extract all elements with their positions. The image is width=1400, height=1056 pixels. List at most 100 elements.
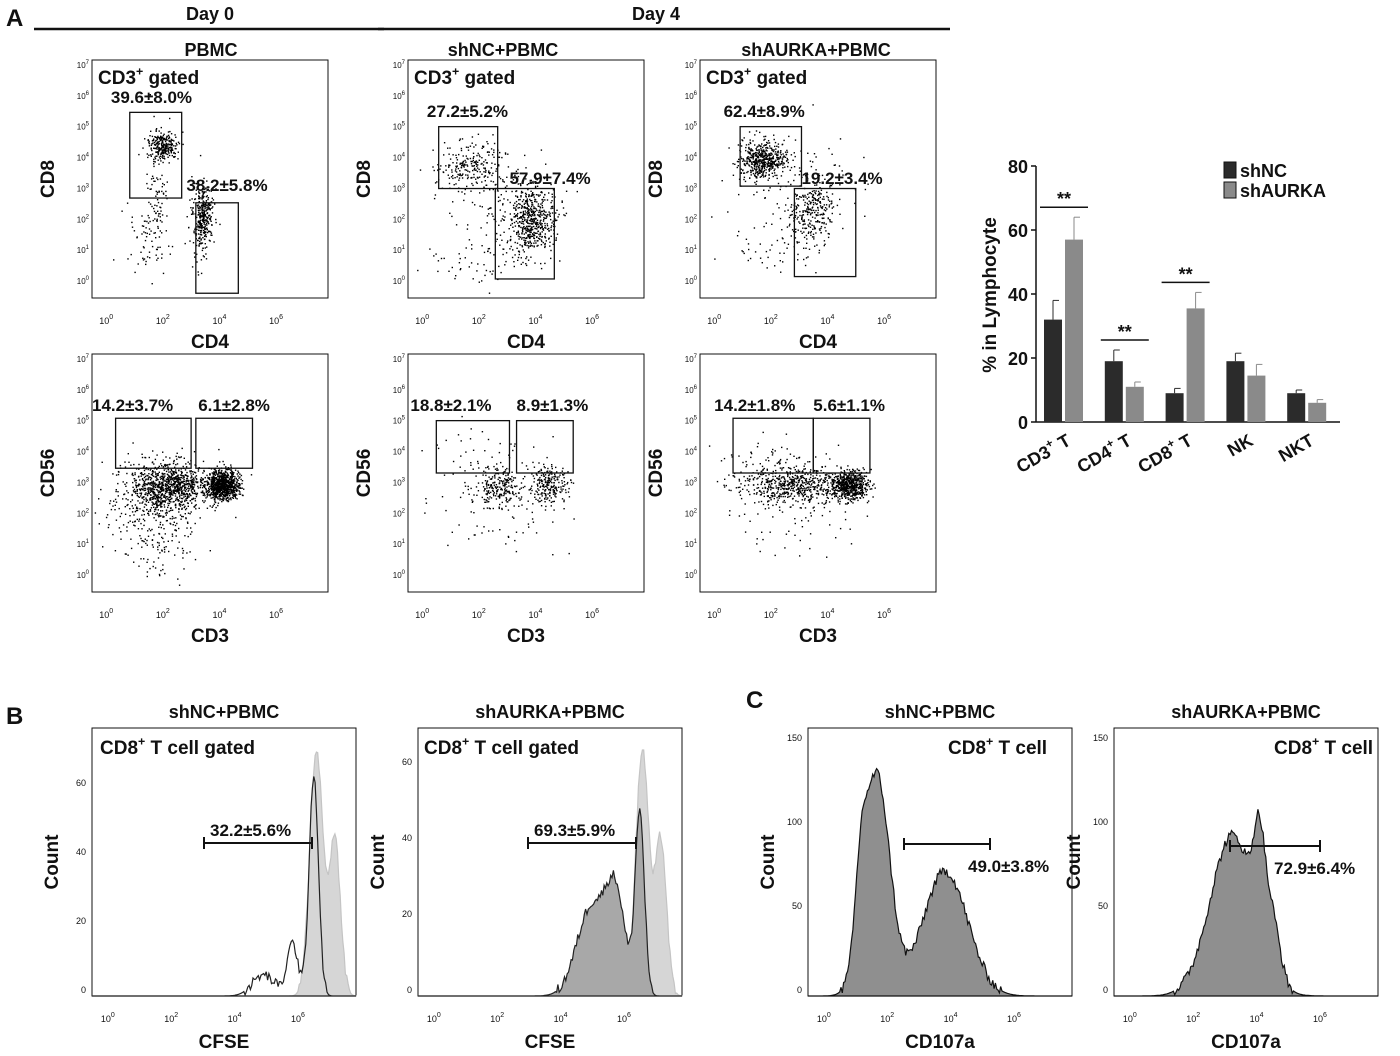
y-tick-label: 40 (76, 847, 86, 857)
bar-chart: 0 20 40 60 80 % in Lymphocyte CD3+ T CD4+ T CD8+… (980, 157, 1340, 477)
x-axis-label: CFSE (525, 1032, 576, 1053)
y-axis-label: Count (42, 834, 63, 890)
y-tick-label: 100 (77, 276, 90, 286)
y-tick-label: 106 (393, 385, 406, 395)
y-tick-label: 107 (77, 60, 90, 70)
y-tick-label: 60 (402, 757, 412, 767)
y-tick-label: 104 (77, 447, 90, 457)
legend-swatch (1223, 161, 1237, 179)
y-tick-label: 105 (393, 122, 406, 132)
x-tick-label: 106 (877, 608, 891, 620)
y-tick-label: 106 (685, 385, 698, 395)
y-tick-label: 100 (393, 570, 406, 580)
gate-percentage: 57.9±7.4% (509, 169, 590, 188)
y-tick-label: 105 (685, 416, 698, 426)
y-tick-label: 103 (77, 183, 90, 193)
x-tick-label: NK (1224, 430, 1257, 460)
x-tick-label: 104 (212, 608, 226, 620)
y-axis-label: Count (368, 834, 389, 890)
y-tick-label: 107 (77, 354, 90, 364)
sample-title: PBMC (185, 40, 238, 60)
gate-percentage: 32.2±5.6% (210, 821, 291, 840)
x-tick-label: NKT (1275, 430, 1317, 466)
sample-title: shNC+PBMC (169, 702, 280, 722)
y-tick-label: 103 (685, 183, 698, 193)
legend-entry: shAURKA (1240, 181, 1326, 201)
y-tick-label: 106 (685, 91, 698, 101)
x-tick-label: 100 (99, 608, 113, 620)
y-tick-label: 50 (1098, 901, 1108, 911)
sample-title: shNC+PBMC (448, 40, 559, 60)
y-tick-label: 0 (1018, 413, 1028, 433)
y-tick-label: 101 (77, 245, 90, 255)
scatter-pbmc-cd8-cd4: 39.6±8.0% 38.2±5.8% (91, 59, 329, 299)
y-tick-label: 101 (77, 539, 90, 549)
x-tick-label: 104 (554, 1012, 568, 1024)
x-tick-label: 102 (490, 1012, 504, 1024)
scatter-shnc-cd8-cd4: 27.2±5.2% 57.9±7.4% (407, 59, 645, 299)
gate-box (793, 187, 857, 278)
x-tick-label: 106 (1007, 1012, 1021, 1024)
event-dots (421, 415, 575, 556)
gating-label: CD3+ gated (414, 64, 515, 89)
y-tick-label: 104 (77, 153, 90, 163)
x-tick-label: 100 (99, 314, 113, 326)
bar-shNC-0 (1044, 319, 1062, 422)
gate-percentage: 27.2±5.2% (427, 102, 508, 121)
x-axis-label: CFSE (199, 1032, 250, 1053)
x-axis-label: CD3 (507, 626, 545, 647)
x-tick-label: 106 (1313, 1012, 1327, 1024)
y-tick-label: 107 (393, 60, 406, 70)
hist-cd107a-shaurka: shAURKA+PBMC CD107a Count 0 50 100 150 72.9±6.4… (1064, 702, 1379, 1053)
x-tick-label: 100 (817, 1012, 831, 1024)
x-tick-label: 106 (585, 608, 599, 620)
histogram-cfse (418, 808, 682, 997)
gating-label: CD8+ T cell gated (424, 734, 579, 759)
x-tick-label: 104 (528, 608, 542, 620)
x-tick-label: 100 (707, 608, 721, 620)
gating-label: CD3+ gated (706, 64, 807, 89)
x-tick-label: CD8+ T (1133, 428, 1196, 477)
y-tick-label: 40 (1008, 285, 1028, 305)
y-tick-label: 107 (393, 354, 406, 364)
y-tick-label: 101 (685, 539, 698, 549)
x-axis-label: CD4 (799, 332, 837, 353)
significance-marker: ** (1118, 322, 1132, 342)
header-day4: Day 4 (632, 4, 680, 24)
gate-percentage: 49.0±3.8% (968, 857, 1049, 876)
bar-shAURKA-3 (1247, 375, 1266, 422)
gating-label: CD8+ T cell (948, 734, 1047, 759)
y-tick-label: 101 (393, 539, 406, 549)
histogram-cd107a (808, 767, 1072, 997)
y-tick-label: 60 (1008, 221, 1028, 241)
x-tick-label: 102 (472, 608, 486, 620)
sample-title: shAURKA+PBMC (1171, 702, 1321, 722)
panel-letter-c: C (746, 687, 763, 714)
x-tick-label: 102 (164, 1012, 178, 1024)
gating-label: CD8+ T cell gated (100, 734, 255, 759)
gate-box (114, 417, 192, 469)
x-tick-label: 106 (617, 1012, 631, 1024)
gate-percentage: 5.6±1.1% (813, 396, 885, 415)
x-tick-label: 104 (820, 314, 834, 326)
header-day0: Day 0 (186, 4, 234, 24)
scatter-shnc-cd56-cd3: 18.8±2.1% 8.9±1.3% (407, 353, 645, 593)
y-tick-label: 60 (76, 778, 86, 788)
scatter-pbmc-cd56-cd3: 14.2±3.7% 6.1±2.8% (91, 353, 329, 593)
sample-title: shAURKA+PBMC (741, 40, 891, 60)
y-tick-label: 103 (393, 477, 406, 487)
y-tick-label: 101 (393, 245, 406, 255)
y-axis-label: CD8 (354, 160, 375, 198)
y-tick-label: 103 (77, 477, 90, 487)
x-tick-label: 104 (228, 1012, 242, 1024)
y-tick-label: 102 (685, 508, 698, 518)
x-tick-label: 102 (1186, 1012, 1200, 1024)
gate-percentage: 62.4±8.9% (724, 102, 805, 121)
x-tick-label: 102 (880, 1012, 894, 1024)
gate-percentage: 38.2±5.8% (186, 176, 267, 195)
significance-marker: ** (1179, 264, 1193, 284)
gate-box (195, 202, 239, 294)
y-tick-label: 0 (407, 985, 412, 995)
gate-box (129, 111, 183, 199)
y-tick-label: 104 (393, 153, 406, 163)
